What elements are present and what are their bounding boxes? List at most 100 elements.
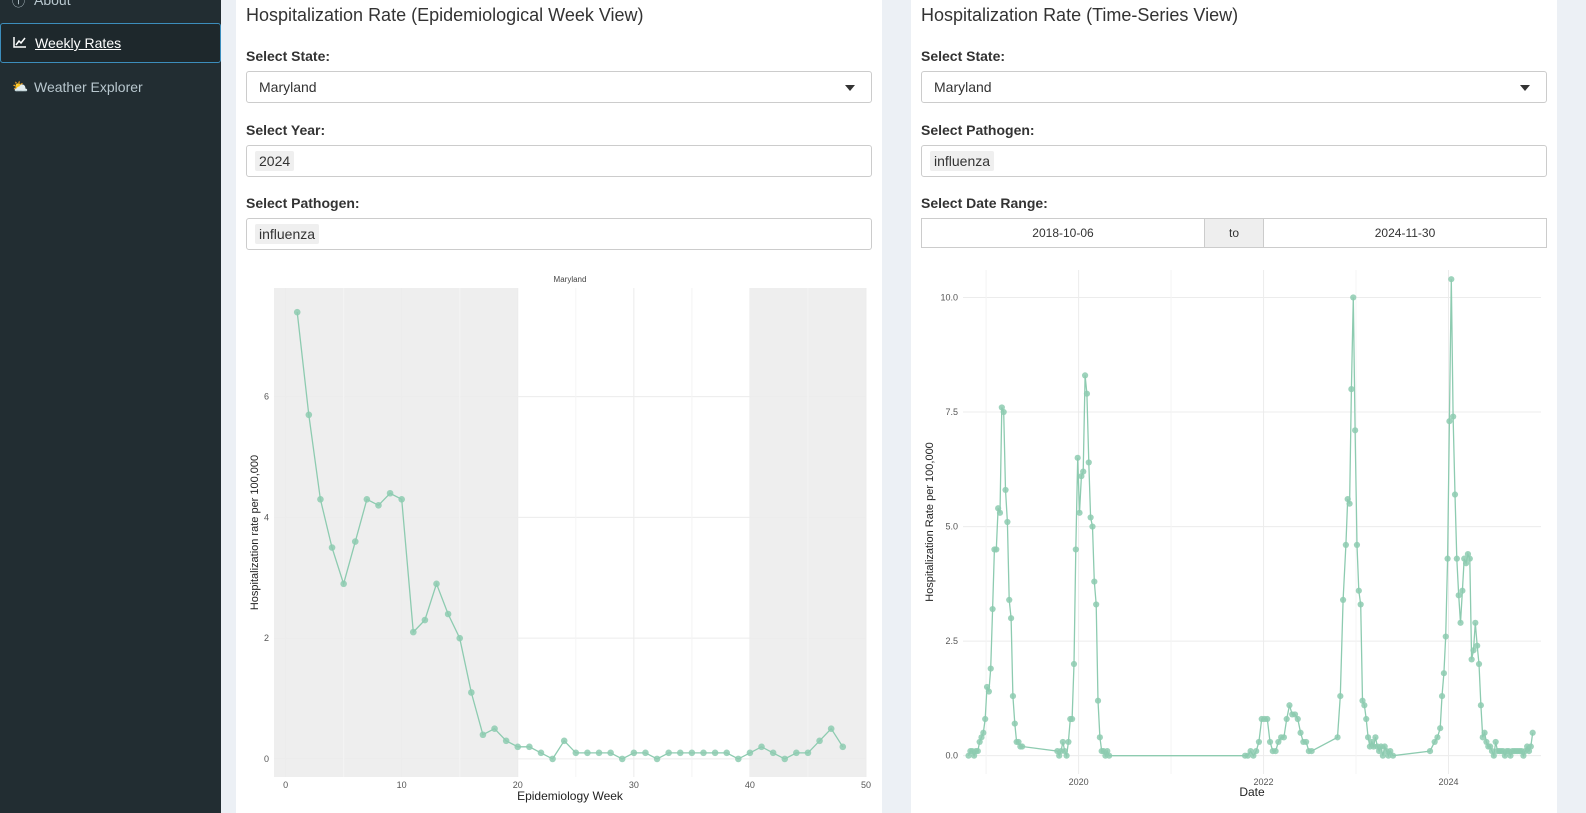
data-point	[1063, 752, 1070, 759]
data-point	[1087, 514, 1094, 521]
data-point	[653, 755, 661, 763]
data-point	[1426, 747, 1434, 755]
data-point	[1255, 738, 1263, 746]
data-point	[1442, 633, 1449, 640]
pathogen-select[interactable]: influenza	[921, 145, 1547, 177]
data-point	[317, 495, 324, 503]
data-point	[989, 605, 996, 613]
data-point	[1459, 587, 1466, 594]
data-point	[444, 610, 452, 618]
data-point	[793, 749, 800, 757]
state-label: Select State:	[246, 48, 331, 64]
data-point	[746, 749, 754, 757]
data-point	[607, 749, 614, 757]
data-point	[1450, 413, 1457, 420]
data-point	[1444, 555, 1451, 562]
y-axis-label: Hospitalization rate per 100,000	[249, 455, 261, 610]
data-point	[1353, 541, 1361, 549]
sidebar-item-weather-explorer[interactable]: ⛅ Weather Explorer	[0, 67, 221, 107]
panel-title: Hospitalization Rate (Epidemiological We…	[246, 5, 644, 25]
data-point	[1069, 715, 1076, 723]
x-tick-label: 40	[745, 780, 755, 790]
x-axis-label: Epidemiology Week	[517, 789, 624, 803]
date-end-input[interactable]: 2024-11-30	[1263, 218, 1547, 248]
data-point	[804, 749, 812, 757]
data-point	[305, 411, 313, 419]
data-point	[630, 749, 638, 757]
data-point	[996, 509, 1004, 516]
data-point	[1440, 670, 1447, 677]
data-point	[468, 689, 475, 696]
data-point	[1081, 372, 1089, 379]
pathogen-select[interactable]: influenza	[246, 218, 872, 250]
data-point	[1437, 725, 1444, 732]
x-tick-label: 50	[861, 780, 871, 790]
data-point	[723, 749, 731, 757]
data-point	[1283, 715, 1290, 723]
pathogen-tag: influenza	[255, 224, 320, 244]
state-select[interactable]: Maryland	[246, 71, 872, 103]
data-point	[1250, 752, 1257, 759]
data-point	[1342, 541, 1349, 549]
data-point	[1106, 752, 1113, 759]
data-point	[386, 489, 394, 497]
data-point	[1472, 619, 1479, 626]
data-point	[993, 546, 1000, 553]
data-point	[1019, 743, 1026, 750]
y-tick-label: 7.5	[945, 407, 958, 417]
data-point	[758, 743, 765, 751]
sidebar-item-about[interactable]: ⓘ About	[0, 0, 221, 20]
data-point	[1474, 642, 1481, 649]
data-point	[1363, 715, 1370, 723]
data-point	[1357, 601, 1364, 608]
date-start-input[interactable]: 2018-10-06	[921, 218, 1205, 248]
year-select[interactable]: 2024	[246, 145, 872, 177]
data-point	[421, 616, 429, 624]
data-point	[1477, 702, 1484, 709]
date-range-separator: to	[1204, 218, 1264, 248]
data-point	[1475, 660, 1483, 668]
data-point	[980, 729, 987, 736]
info-circle-icon: ⓘ	[12, 0, 26, 9]
data-point	[781, 755, 789, 763]
y-tick-label: 6	[264, 392, 269, 402]
line-chart-icon	[13, 36, 31, 51]
data-point	[700, 749, 707, 757]
data-point	[982, 715, 989, 723]
data-point	[1431, 738, 1438, 746]
data-point	[491, 725, 498, 733]
data-point	[1379, 752, 1386, 759]
time-series-chart: 0.0 2.5 5.0 7.5 10.0 2020 2022 2024 Date Hospital…	[924, 270, 1541, 799]
sidebar-item-label: Weekly Rates	[35, 35, 122, 51]
data-point	[1080, 468, 1087, 475]
data-point	[1350, 294, 1357, 301]
sidebar-item-weekly-rates[interactable]: Weekly Rates	[0, 23, 221, 63]
data-point	[537, 749, 545, 757]
y-tick-label: 10.0	[940, 292, 958, 302]
chevron-down-icon	[845, 85, 855, 91]
data-point	[293, 308, 301, 316]
data-point	[1247, 747, 1254, 755]
sidebar-item-label: Weather Explorer	[34, 79, 143, 95]
data-point	[1059, 738, 1066, 746]
data-point	[1085, 459, 1092, 466]
data-point	[1004, 518, 1011, 526]
data-point	[1303, 738, 1310, 746]
data-point	[985, 688, 992, 695]
data-point	[526, 743, 533, 751]
data-point	[328, 544, 336, 551]
data-point	[1264, 715, 1271, 723]
data-point	[1002, 486, 1009, 494]
state-select[interactable]: Maryland	[921, 71, 1547, 103]
data-point	[1387, 747, 1394, 755]
data-point	[1266, 738, 1274, 746]
data-point	[1438, 693, 1446, 700]
data-point	[987, 665, 994, 672]
x-tick-label: 2022	[1254, 777, 1274, 787]
x-tick-label: 10	[397, 780, 407, 790]
data-point	[514, 743, 522, 751]
data-point	[676, 749, 684, 757]
data-point	[1007, 615, 1015, 622]
date-range-label: Select Date Range:	[921, 195, 1048, 211]
x-tick-label: 2020	[1069, 777, 1089, 787]
